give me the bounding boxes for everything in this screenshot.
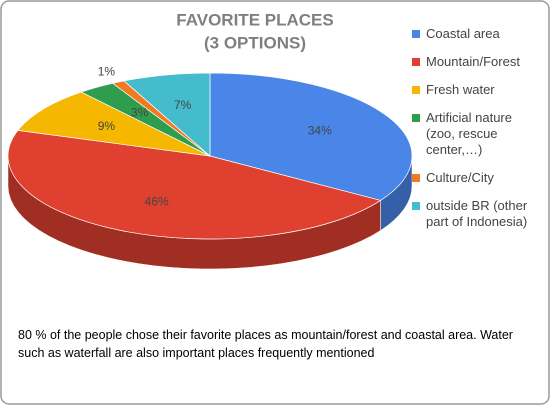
legend: Coastal area Mountain/Forest Fresh water Ar…: [412, 26, 542, 242]
legend-swatch: [412, 202, 420, 210]
legend-item: Mountain/Forest: [412, 54, 542, 70]
legend-label: Fresh water: [426, 82, 495, 97]
data-label: 7%: [174, 98, 192, 112]
legend-item: Coastal area: [412, 26, 542, 42]
chart-subtitle: (3 OPTIONS): [204, 33, 306, 52]
pie: 34% 46% 9% 3% 1% 7%: [7, 65, 413, 270]
legend-swatch: [412, 174, 420, 182]
legend-label: Coastal area: [426, 26, 500, 41]
slice: [17, 91, 211, 157]
legend-label: Culture/City: [426, 170, 494, 185]
legend-item: Fresh water: [412, 82, 542, 98]
legend-swatch: [412, 86, 420, 94]
legend-swatch: [412, 58, 420, 66]
legend-swatch: [412, 30, 420, 38]
legend-item: Culture/City: [412, 170, 542, 186]
data-label: 9%: [98, 119, 116, 133]
legend-label: Mountain/Forest: [426, 54, 520, 69]
chart-title: FAVORITE PLACES: [176, 10, 333, 29]
data-label: 3%: [131, 106, 149, 120]
data-label: 34%: [308, 123, 332, 137]
legend-label: outside BR (other part of Indonesia): [426, 198, 528, 229]
annotation: 80 % of the people chose their favorite …: [18, 328, 513, 360]
data-label: 46%: [145, 195, 169, 209]
legend-item: outside BR (other part of Indonesia): [412, 198, 542, 230]
legend-label: Artificial nature (zoo, rescue center,…): [426, 110, 512, 157]
legend-item: Artificial nature (zoo, rescue center,…): [412, 110, 542, 158]
slice: [123, 72, 211, 157]
data-label: 1%: [98, 65, 116, 79]
slice: [7, 129, 382, 240]
legend-swatch: [412, 114, 420, 122]
slice: [209, 72, 413, 201]
